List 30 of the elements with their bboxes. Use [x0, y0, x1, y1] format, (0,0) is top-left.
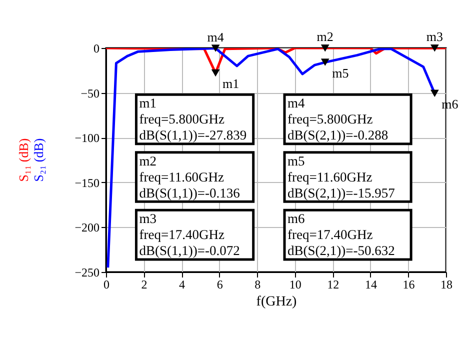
x-tick-label: 14 [364, 278, 377, 292]
y-tick-label: −150 [74, 176, 100, 190]
annotation: m4 freq=5.800GHz dB(S(2,1))=-0.288 [288, 96, 388, 143]
text: S₁₁ (dB) [16, 138, 31, 182]
x-tick-label: 4 [179, 278, 186, 292]
annotation: m3 [426, 29, 443, 44]
annotation: m4 [207, 29, 224, 44]
annotation: m5 [332, 65, 349, 80]
x-tick-label: 16 [402, 278, 415, 292]
x-tick-label: 2 [141, 278, 148, 292]
annotation: m1 [222, 76, 240, 91]
annotation: m5 freq=11.60GHz dB(S(2,1))=-15.957 [288, 153, 396, 200]
x-tick-label: 6 [216, 278, 223, 292]
x-tick-label: 8 [254, 278, 261, 292]
y-tick-label: −100 [74, 131, 100, 146]
annotation: m3 freq=17.40GHz dB(S(1,1))=-0.072 [139, 211, 240, 258]
annotation: m2 freq=11.60GHz dB(S(1,1))=-0.136 [139, 153, 240, 200]
y-tick-label: 0 [94, 42, 100, 56]
annotation: m6 freq=17.40GHz dB(S(2,1))=-50.632 [288, 211, 395, 258]
annotation: m1 freq=5.800GHz dB(S(1,1))=-27.839 [139, 96, 247, 143]
x-tick-label: 10 [289, 278, 302, 292]
x-tick-label: 18 [440, 278, 452, 292]
x-tick-label: 12 [327, 278, 340, 292]
y-tick-label: −200 [74, 220, 100, 235]
y-tick-label: −250 [74, 266, 100, 280]
x-tick-label: 0 [104, 278, 110, 292]
y-tick-label: −50 [80, 86, 100, 100]
text: S₂₁ (dB) [31, 138, 46, 182]
x-axis-title: f(GHz) [256, 294, 298, 310]
annotation: m2 [316, 29, 334, 44]
